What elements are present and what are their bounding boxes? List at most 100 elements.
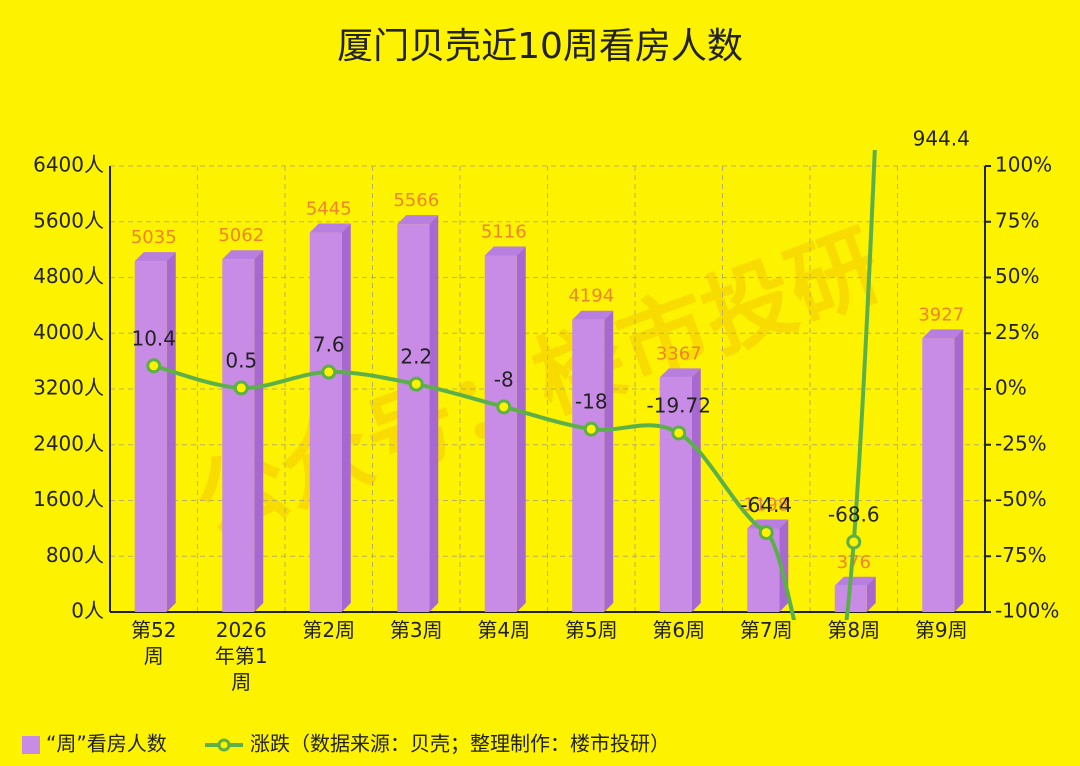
- line-point: [671, 425, 687, 441]
- line-value-label: 944.4: [913, 127, 970, 151]
- bar-front: [397, 224, 430, 612]
- bar-side: [166, 252, 176, 612]
- y2-tick-label: -75%: [995, 543, 1047, 567]
- bar: [572, 310, 614, 612]
- line-point: [496, 399, 512, 415]
- x-tick-label: 第4周: [477, 618, 531, 642]
- line-value-label: -18: [575, 390, 608, 414]
- bar-top: [484, 246, 526, 256]
- bar-top: [397, 215, 439, 225]
- x-tick-label: 第2周: [302, 618, 356, 642]
- line-point: [583, 421, 599, 437]
- legend-marker: [217, 738, 231, 752]
- y2-tick-label: 100%: [995, 153, 1052, 177]
- bar-value-label: 4194: [568, 286, 614, 307]
- line-point: [321, 364, 337, 380]
- bar-top: [309, 223, 351, 233]
- line-value-label: 10.4: [131, 326, 176, 350]
- line-value-label: 7.6: [313, 333, 345, 357]
- bar-front: [659, 377, 692, 612]
- y2-tick-label: 50%: [995, 264, 1039, 288]
- y-tick-label: 1600人: [33, 487, 104, 511]
- bar-value-label: 5445: [306, 199, 352, 220]
- bar-side: [254, 250, 264, 612]
- bar-top: [222, 250, 264, 260]
- y2-tick-label: -100%: [995, 599, 1059, 623]
- bar: [397, 215, 439, 612]
- x-tick-label: 第8周: [827, 618, 881, 642]
- y-tick-label: 2400人: [33, 431, 104, 455]
- bar-top: [834, 576, 876, 586]
- bar-front: [922, 338, 955, 612]
- bar-front: [134, 261, 167, 612]
- x-tick-label: 第6周: [652, 618, 706, 642]
- bar-value-label: 3927: [918, 304, 964, 325]
- legend-label: 涨跌（数据来源：贝壳；整理制作：楼市投研）: [250, 732, 670, 756]
- y2-tick-label: 75%: [995, 208, 1039, 232]
- bar: [747, 519, 789, 612]
- y2-tick-label: -50%: [995, 487, 1047, 511]
- bar-value-label: 3367: [656, 343, 702, 364]
- bar-front: [309, 232, 342, 612]
- bar-front: [747, 528, 780, 612]
- bar-top: [659, 368, 701, 378]
- bar-top: [572, 310, 614, 320]
- y2-tick-label: 0%: [995, 376, 1027, 400]
- bar-side: [341, 223, 351, 612]
- line-value-label: 2.2: [400, 345, 432, 369]
- bar-front: [572, 319, 605, 612]
- line-value-label: -19.72: [647, 393, 711, 417]
- line-value-label: -64.4: [740, 493, 792, 517]
- bar-side: [691, 368, 701, 612]
- x-tick-label: 第9周: [914, 618, 968, 642]
- x-tick-label: 第5周: [564, 618, 618, 642]
- line-value-label: -68.6: [828, 502, 880, 526]
- line-point: [233, 380, 249, 396]
- bar-front: [484, 255, 517, 612]
- line-value-label: -8: [494, 367, 514, 391]
- line-point: [758, 525, 774, 541]
- y-tick-label: 5600人: [33, 208, 104, 232]
- bar-side: [954, 329, 964, 612]
- y-tick-label: 3200人: [33, 376, 104, 400]
- bar: [659, 368, 701, 612]
- bar-value-label: 5116: [481, 221, 527, 242]
- line-point: [408, 376, 424, 392]
- bar-side: [516, 246, 526, 612]
- y-tick-label: 800人: [46, 543, 104, 567]
- line-point: [846, 534, 862, 550]
- line-point: [146, 358, 162, 374]
- bar-side: [604, 310, 614, 612]
- bar-side: [866, 576, 876, 612]
- y-tick-label: 0人: [71, 599, 104, 623]
- bar: [222, 250, 264, 612]
- bar: [134, 252, 176, 612]
- x-tick-label: 第3周: [389, 618, 443, 642]
- bar-front: [222, 259, 255, 612]
- x-tick-label: 第7周: [739, 618, 793, 642]
- x-tick-label: 第52周: [131, 618, 177, 668]
- y2-tick-label: 25%: [995, 320, 1039, 344]
- bar-value-label: 1198: [743, 495, 789, 516]
- line-group: [146, 150, 877, 620]
- y-tick-label: 6400人: [33, 153, 104, 177]
- bar-value-label: 5566: [393, 190, 439, 211]
- bar: [309, 223, 351, 612]
- bar-top: [922, 329, 964, 339]
- line-value-label: 0.5: [225, 348, 257, 372]
- legend-swatch: [22, 736, 40, 754]
- chart-title: 厦门贝壳近10周看房人数: [337, 26, 743, 67]
- y-tick-label: 4000人: [33, 320, 104, 344]
- y2-tick-label: -25%: [995, 431, 1047, 455]
- bar-top: [134, 252, 176, 262]
- line: [153, 150, 877, 620]
- bar-side: [429, 215, 439, 612]
- bar-value-label: 5062: [218, 225, 264, 246]
- legend-label: “周”看房人数: [46, 732, 167, 756]
- y-tick-label: 4800人: [33, 264, 104, 288]
- bar: [834, 576, 876, 612]
- bar-value-label: 5035: [131, 227, 177, 248]
- bar: [922, 329, 964, 612]
